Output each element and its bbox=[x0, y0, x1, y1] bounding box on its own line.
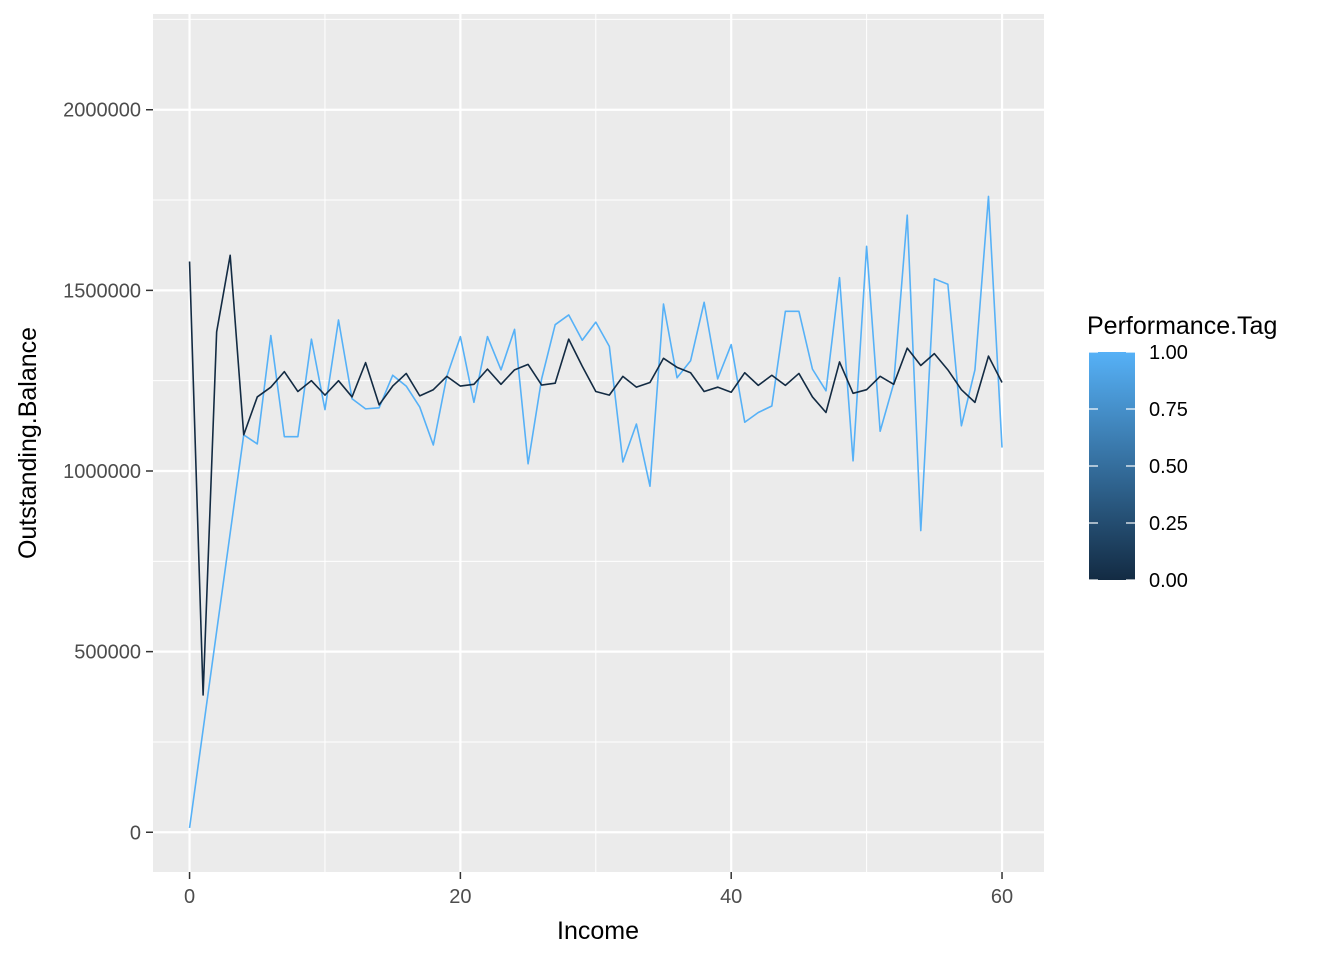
series-line-tag-1 bbox=[188, 195, 1003, 829]
y-tick-label: 0 bbox=[130, 822, 141, 844]
legend-tick-label: 0.00 bbox=[1149, 570, 1188, 592]
legend-tick-label: 0.50 bbox=[1149, 456, 1188, 478]
x-tick-label: 20 bbox=[449, 886, 471, 908]
x-tick-label: 0 bbox=[184, 886, 195, 908]
legend-ticks: 1.00 0.75 0.50 0.25 0.00 bbox=[1089, 342, 1188, 592]
series-lines bbox=[188, 195, 1003, 829]
series-line-tag-0 bbox=[188, 254, 1003, 696]
legend-tick-label: 1.00 bbox=[1149, 342, 1188, 364]
x-axis-title: Income bbox=[557, 917, 639, 945]
plot-panel bbox=[153, 14, 1044, 872]
y-tick-label: 2000000 bbox=[63, 100, 141, 122]
y-tick-label: 1000000 bbox=[63, 461, 141, 483]
y-axis: 0 500000 1000000 1500000 2000000 bbox=[63, 100, 153, 844]
minor-gridlines bbox=[153, 14, 1044, 872]
y-axis-title: Outstanding.Balance bbox=[14, 327, 42, 559]
legend-tick-label: 0.25 bbox=[1149, 513, 1188, 535]
y-tick-label: 1500000 bbox=[63, 280, 141, 302]
x-tick-label: 60 bbox=[991, 886, 1013, 908]
legend: Performance.Tag 1.00 0.75 0.50 0.25 0.00 bbox=[1087, 312, 1277, 592]
major-gridlines bbox=[153, 14, 1044, 872]
x-axis: 0 20 40 60 bbox=[184, 872, 1013, 908]
y-tick-label: 500000 bbox=[74, 642, 141, 664]
x-tick-label: 40 bbox=[720, 886, 742, 908]
legend-tick-label: 0.75 bbox=[1149, 399, 1188, 421]
legend-title: Performance.Tag bbox=[1087, 312, 1277, 340]
